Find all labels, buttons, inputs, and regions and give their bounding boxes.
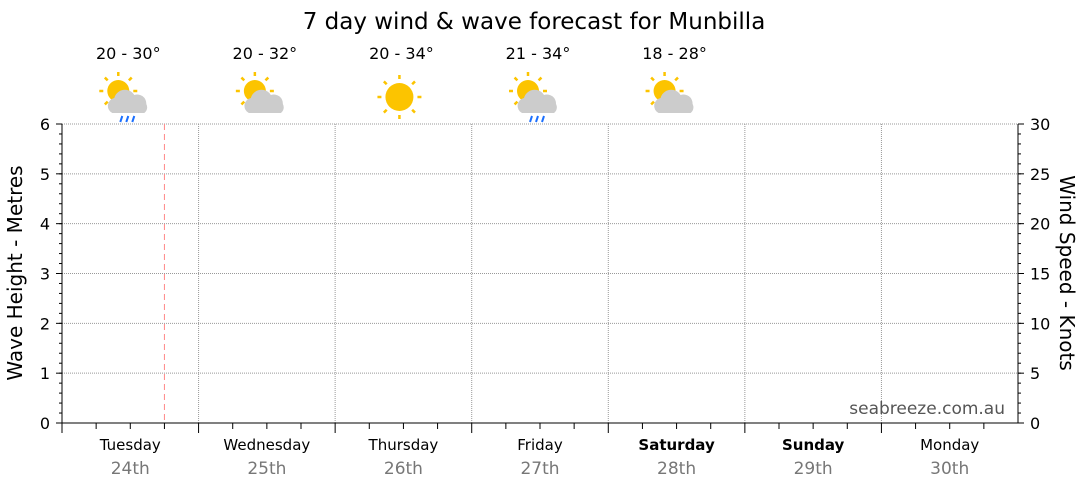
y-tick-label-right: 25 <box>1030 165 1050 184</box>
day-column: Friday 27th 21 - 34° <box>506 44 571 479</box>
cloud <box>654 89 694 113</box>
temperature-label: 20 - 30° <box>96 44 161 63</box>
cloud <box>107 89 148 113</box>
day-name-label: Wednesday <box>223 436 310 454</box>
sun-ray <box>382 80 388 86</box>
sun-icon <box>377 75 422 119</box>
day-date-label: 27th <box>520 459 559 479</box>
sun-ray <box>650 76 655 82</box>
day-column: Monday 30th <box>920 436 979 479</box>
y-tick-label-left: 6 <box>40 115 50 134</box>
day-date-label: 26th <box>384 459 423 479</box>
rain-drop <box>125 115 130 123</box>
day-date-label: 24th <box>111 459 150 479</box>
y-tick-label-right: 0 <box>1030 414 1040 433</box>
temperature-label: 21 - 34° <box>506 44 571 63</box>
sun-ray <box>240 76 246 82</box>
sun-ray <box>240 100 246 106</box>
sun-cloud-rain-icon <box>99 72 148 123</box>
y-tick-label-left: 4 <box>40 215 50 234</box>
y-tick-label-right: 10 <box>1030 314 1050 333</box>
rain-drop <box>535 115 539 123</box>
y-tick-label-left: 2 <box>40 314 50 333</box>
day-column: Thursday 26th 20 - 34° <box>368 44 439 479</box>
temperature-label: 20 - 32° <box>233 44 298 63</box>
day-name-label: Sunday <box>782 436 845 454</box>
sun-ray <box>382 108 388 114</box>
temperature-label: 18 - 28° <box>642 44 707 63</box>
sun-cloud-icon <box>645 72 694 113</box>
sun-cloud-icon <box>235 72 284 113</box>
y-axis-left-label: Wave Height - Metres <box>3 165 27 380</box>
watermark: seabreeze.com.au <box>849 399 1005 419</box>
y-tick-label-left: 3 <box>40 265 50 284</box>
chart-title: 7 day wind & wave forecast for Munbilla <box>303 9 766 35</box>
sun-ray <box>103 100 109 106</box>
cloud <box>517 89 557 113</box>
y-tick-label-right: 5 <box>1030 364 1040 383</box>
y-tick-label-right: 30 <box>1030 115 1050 134</box>
sun-ray <box>103 76 109 82</box>
day-name-label: Friday <box>517 436 563 454</box>
sun-ray <box>674 76 679 82</box>
sun <box>385 83 414 111</box>
rain-drop <box>541 115 545 123</box>
day-name-label: Saturday <box>638 436 715 454</box>
day-date-label: 30th <box>930 459 969 479</box>
temperature-label: 20 - 34° <box>369 44 434 63</box>
day-column: Tuesday 24th 20 - 30° <box>96 44 161 479</box>
y-tick-label-left: 5 <box>40 165 50 184</box>
sun-ray <box>513 76 519 82</box>
day-name-label: Thursday <box>368 436 439 454</box>
y-tick-label-right: 20 <box>1030 215 1050 234</box>
day-date-label: 29th <box>794 459 833 479</box>
sun-ray <box>513 100 519 106</box>
day-name-label: Tuesday <box>99 436 161 454</box>
day-column: Wednesday 25th 20 - 32° <box>223 44 310 479</box>
sun-ray <box>537 76 543 82</box>
day-name-label: Monday <box>920 436 979 454</box>
rain-drop <box>119 115 124 123</box>
y-tick-label-left: 1 <box>40 364 50 383</box>
sun-ray <box>411 80 416 86</box>
cloud <box>244 89 284 113</box>
y-tick-label-left: 0 <box>40 414 50 433</box>
y-tick-label-right: 15 <box>1030 265 1050 284</box>
rain-drop <box>529 115 533 123</box>
sun-ray <box>411 108 416 114</box>
sun-ray <box>128 76 133 82</box>
day-column: Sunday 29th <box>782 436 845 479</box>
y-axis-right-label: Wind Speed - Knots <box>1055 175 1079 371</box>
rain-drop <box>131 115 136 123</box>
sun-cloud-rain-icon <box>509 72 557 123</box>
day-date-label: 25th <box>247 459 286 479</box>
day-date-label: 28th <box>657 459 696 479</box>
sun-ray <box>264 76 270 82</box>
sun-ray <box>650 100 655 106</box>
day-column: Saturday 28th 18 - 28° <box>638 44 715 479</box>
